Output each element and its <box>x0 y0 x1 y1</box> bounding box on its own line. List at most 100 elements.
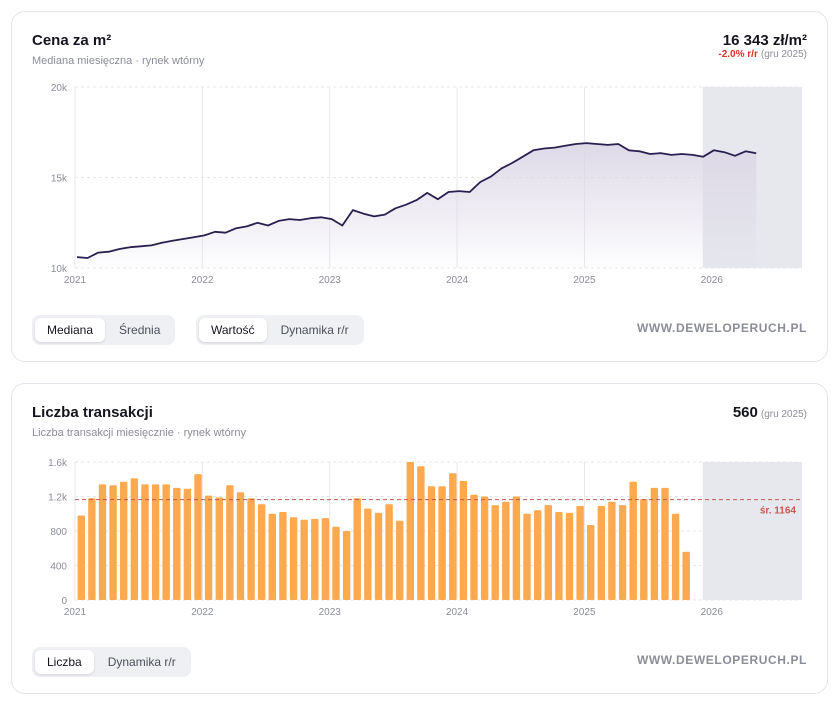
tx-bar <box>88 498 96 600</box>
transactions-subtitle: Liczba transakcji miesięcznie · rynek wt… <box>32 427 246 439</box>
tx-bar <box>109 485 117 600</box>
transactions-card: Liczba transakcji Liczba transakcji mies… <box>11 383 828 694</box>
price-subtitle: Mediana miesięczna · rynek wtórny <box>32 55 205 67</box>
tx-bar <box>629 481 637 600</box>
tx-bar <box>130 478 139 600</box>
transactions-value: 560 (gru 2025) <box>733 404 807 421</box>
tx-bar <box>502 501 510 600</box>
tx-bar <box>650 487 659 600</box>
tx-x-tick-label: 2022 <box>191 607 214 618</box>
transactions-value-number: 560 <box>732 404 758 421</box>
tx-bar <box>608 501 616 600</box>
tx-bar <box>640 499 648 600</box>
price-x-tick-label: 2025 <box>573 275 596 286</box>
tx-bar <box>565 512 574 600</box>
tx-bar <box>374 512 383 600</box>
price-x-tick-label: 2026 <box>701 275 724 286</box>
tx-bar <box>364 508 372 600</box>
tx-bar <box>491 505 499 600</box>
tx-bar <box>661 487 669 600</box>
toggle-dynamika-tx[interactable]: Dynamika r/r <box>107 655 176 669</box>
tx-bar <box>226 485 234 600</box>
tx-bar <box>618 505 627 600</box>
tx-y-tick-label: 800 <box>50 527 67 538</box>
tx-bar <box>480 496 489 600</box>
price-area-fill <box>77 143 757 268</box>
price-x-tick-label: 2023 <box>319 275 342 286</box>
tx-x-tick-label: 2024 <box>446 607 469 618</box>
toggle-srednia[interactable]: Średnia <box>119 323 161 337</box>
tx-bar <box>342 531 351 600</box>
stat-toggle: Mediana Średnia <box>32 315 176 345</box>
tx-bar <box>671 513 680 601</box>
tx-bar <box>300 519 308 600</box>
tx-bar <box>512 496 521 600</box>
transactions-value-note: (gru 2025) <box>760 409 807 420</box>
tx-x-tick-label: 2023 <box>319 607 342 618</box>
price-y-tick-label: 20k <box>51 83 68 94</box>
tx-bar <box>162 484 170 600</box>
tx-bar <box>438 486 446 600</box>
tx-x-tick-label: 2021 <box>64 607 87 618</box>
price-title: Cena za m² <box>32 32 112 49</box>
tx-bar <box>406 462 414 600</box>
tx-bar <box>120 481 128 600</box>
price-x-tick-label: 2024 <box>446 275 469 286</box>
tx-bar <box>576 506 584 600</box>
tx-bar <box>236 492 245 600</box>
tx-bar <box>385 504 393 600</box>
price-change-note: (gru 2025) <box>760 49 807 60</box>
tx-y-tick-label: 400 <box>50 562 67 573</box>
tx-bar <box>215 497 223 600</box>
tx-mode-toggle: Liczba Dynamika r/r <box>32 647 191 677</box>
tx-bar <box>151 484 160 600</box>
tx-bar <box>194 474 202 600</box>
tx-bar <box>258 504 266 600</box>
price-change-value: -2.0% r/r <box>718 49 758 60</box>
tx-bar <box>534 510 542 600</box>
tx-x-tick-label: 2025 <box>573 607 596 618</box>
brand-link-2[interactable]: WWW.DEWELOPERUCH.PL <box>636 653 807 667</box>
tx-y-tick-label: 1.2k <box>48 493 68 504</box>
tx-bar <box>449 473 457 600</box>
tx-bar <box>141 484 149 600</box>
tx-bar <box>289 517 298 600</box>
tx-x-tick-label: 2026 <box>701 607 724 618</box>
brand-link[interactable]: WWW.DEWELOPERUCH.PL <box>636 321 807 335</box>
toggle-wartosc[interactable]: Wartość <box>199 318 267 342</box>
tx-bar <box>417 466 425 600</box>
tx-bar <box>321 518 330 600</box>
tx-bar <box>396 520 404 600</box>
toggle-mediana[interactable]: Mediana <box>35 318 106 342</box>
price-value: 16 343 zł/m² <box>722 32 807 49</box>
tx-bar <box>587 525 595 600</box>
price-y-tick-label: 10k <box>51 264 68 275</box>
transactions-title: Liczba transakcji <box>32 404 153 421</box>
tx-bar <box>204 495 213 600</box>
tx-bar <box>459 481 468 600</box>
tx-bar <box>332 526 340 600</box>
tx-bar <box>311 518 319 600</box>
tx-bar <box>427 486 436 600</box>
tx-bar <box>268 513 276 601</box>
tx-bar <box>77 515 85 600</box>
tx-bar <box>523 513 531 601</box>
tx-bar <box>470 494 478 600</box>
transactions-chart: 0 400 800 1.2k 1.6k 2021 2022 2023 2024 2025 2026 ś… <box>48 458 802 618</box>
tx-average-label: śr. 1164 <box>760 506 797 517</box>
toggle-dynamika[interactable]: Dynamika r/r <box>280 323 349 337</box>
tx-y-tick-label: 0 <box>61 596 67 607</box>
tx-bar <box>247 498 255 600</box>
tx-bar <box>183 488 192 600</box>
price-series-line <box>76 142 757 259</box>
tx-y-tick-label: 1.6k <box>48 458 68 469</box>
price-x-tick-label: 2021 <box>64 275 87 286</box>
tx-bar <box>173 487 181 600</box>
price-change: -2.0% r/r (gru 2025) <box>718 49 807 60</box>
tx-bar <box>353 498 361 600</box>
tx-bar <box>682 551 690 600</box>
toggle-liczba[interactable]: Liczba <box>35 650 94 674</box>
price-x-tick-label: 2022 <box>191 275 214 286</box>
tx-bar <box>544 505 552 600</box>
price-y-tick-label: 15k <box>51 174 68 185</box>
